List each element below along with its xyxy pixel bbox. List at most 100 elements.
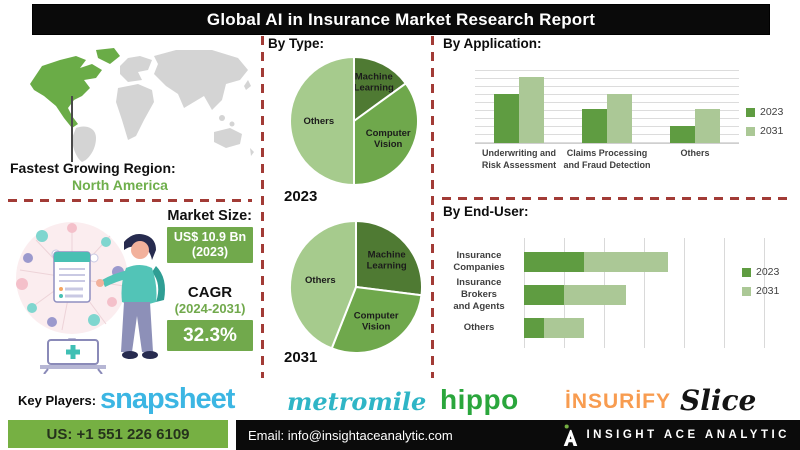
map-africa [116,84,154,140]
divider-dashed-left [8,199,252,202]
map-greenland [96,48,120,64]
legend-item-2031: 2031 [746,125,783,137]
market-size-value: US$ 10.9 Bn [173,230,247,244]
report-title: Global AI in Insurance Market Research R… [206,9,596,29]
fastest-region-value: North America [72,177,168,193]
legend-swatch [742,267,751,277]
end-user-row: Insurance Brokers and Agents [438,277,768,312]
pie-slice-label: Computer Vision [366,128,411,150]
pie-slice-others [289,56,355,186]
pie-slice-label: Others [303,116,334,127]
divider-dashed-vertical-1 [261,36,264,378]
pie-chart-2031: Machine Learning Computer Vision Others [281,218,431,356]
map-europe [120,56,152,82]
end-user-category-label: Others [463,322,495,334]
end-user-category-label: Insurance Companies [453,250,505,273]
bar-2031 [519,77,544,143]
node-icon [89,253,99,263]
end-user-bar-track [524,252,764,272]
logo-slice: Slice [680,384,757,417]
bar-segment-2031 [543,318,584,338]
phone-box: US: +1 551 226 6109 [8,420,228,448]
x-axis-label: Claims Processing and Fraud Detection [563,148,651,170]
legend-swatch [742,286,751,296]
footer-bar: Email: info@insightaceanalytic.com INSIG… [236,420,800,450]
bar-2023 [494,94,519,143]
pie-slice-machine-learning [353,56,407,122]
bar-group [670,70,720,143]
cagr-value: 32.3% [183,324,237,346]
end-user-legend: 2023 2031 [742,266,779,297]
legend-item-2031: 2031 [742,285,779,297]
cagr-label: CAGR [187,284,233,301]
pie-slice-label: Others [305,275,336,286]
ai-network-illustration [16,222,165,374]
node-icon [27,303,37,313]
application-x-labels: Underwriting and Risk Assessment Claims Pr… [475,148,739,171]
bar-segment-2023 [524,318,544,338]
node-icon [23,253,33,263]
legend-swatch [746,126,755,136]
node-icon [101,237,111,247]
section-by-application: By Application: [443,36,542,51]
legend-label: 2023 [756,266,780,278]
divider-dashed-vertical-2 [431,36,434,378]
email-text: Email: info@insightaceanalytic.com [248,427,453,443]
legend-label: 2031 [760,125,784,137]
logo-hippo: hippo [440,384,519,415]
section-by-end-user: By End-User: [443,204,529,219]
end-user-bar-chart: Insurance Companies Insurance Brokers and A… [438,230,798,355]
logo-insurify: İNSURİFY [565,390,672,413]
x-axis-label: Underwriting and Risk Assessment [481,148,557,170]
person-figure [96,234,165,359]
pie-chart-2023: Machine Learning Computer Vision Others [281,54,427,188]
bar-2023 [582,109,607,143]
legend-item-2023: 2023 [742,266,779,278]
bar-segment-2023 [524,252,584,272]
pie-year-2023: 2023 [284,188,318,205]
end-user-row: Insurance Companies [438,250,768,273]
map-australia [214,128,242,148]
cagr-period: (2024-2031) [174,301,246,316]
application-legend: 2023 2031 [746,106,783,137]
node-icon [36,230,48,242]
legend-label: 2023 [760,106,784,118]
cagr-value-box: 32.3% [167,320,253,351]
fastest-region-label: Fastest Growing Region: [10,160,176,176]
phone-number: US: +1 551 226 6109 [46,425,190,443]
bar-2031 [607,94,632,143]
market-size-year: (2023) [191,245,229,259]
market-size-value-box: US$ 10.9 Bn (2023) [167,227,253,263]
report-title-bar: Global AI in Insurance Market Research R… [32,4,770,35]
map-island [229,121,235,127]
brand-a-icon [564,424,578,447]
map-leader-line [71,96,73,162]
map-asia [154,50,248,110]
legend-label: 2031 [756,285,780,297]
map-island [219,115,225,121]
map-japan [244,80,251,90]
pie-slice-machine-learning [355,220,423,297]
pie-slice-label: Computer Vision [354,311,399,333]
pie-slice-label: Machine Learning [367,249,407,271]
end-user-rows: Insurance Companies Insurance Brokers and A… [438,238,768,351]
end-user-bar-track [524,318,764,338]
market-size-label: Market Size: [167,208,252,224]
bar-segment-2031 [584,252,668,272]
bar-segment-2023 [524,285,564,305]
node-icon [88,314,100,326]
document-icon [53,251,91,303]
node-icon [107,297,117,307]
brand-logo: INSIGHT ACE ANALYTIC [562,423,790,447]
legend-item-2023: 2023 [746,106,783,118]
x-axis-label: Others [680,148,710,158]
node-icon [16,278,28,290]
laptop-icon [40,339,106,374]
application-plot [475,70,739,144]
node-icon [47,317,57,327]
key-players-label: Key Players: [18,393,97,408]
pie-slice-label: Machine Learning [354,72,394,94]
brand-name: INSIGHT ACE ANALYTIC [586,429,790,441]
section-by-type: By Type: [268,36,325,51]
